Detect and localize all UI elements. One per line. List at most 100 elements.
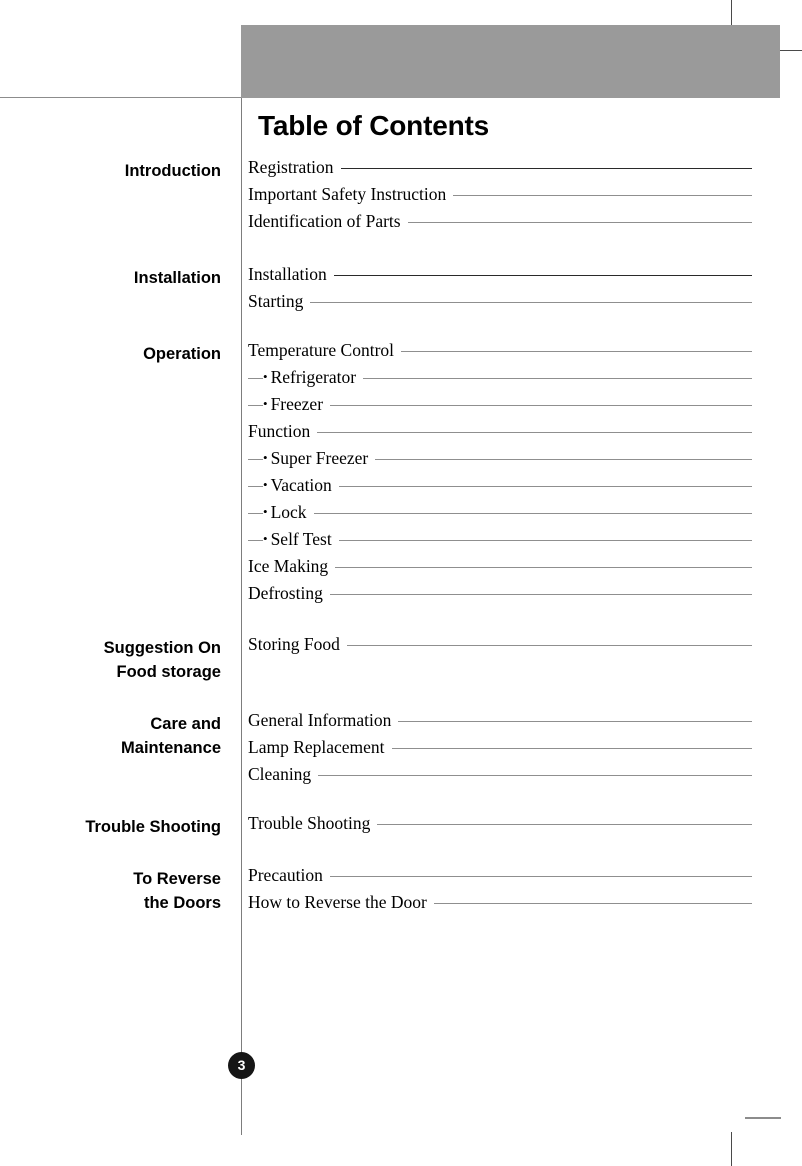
leader-line — [248, 567, 752, 568]
bullet-icon: • — [263, 477, 268, 492]
leader-line — [248, 645, 752, 646]
toc-entry-label[interactable]: • Freezer — [263, 392, 331, 416]
toc-entry[interactable]: Lamp Replacement22 — [248, 735, 802, 762]
toc-entry-text: Storing Food — [248, 634, 340, 654]
section-rail-line: Introduction — [124, 162, 221, 180]
toc-entry-text: Trouble Shooting — [248, 813, 371, 833]
toc-entry[interactable]: Storing Food21 — [248, 632, 802, 659]
toc-entry[interactable]: Important Safety Instruction4 — [248, 182, 802, 209]
section-rail-line: Trouble Shooting — [85, 818, 221, 836]
toc-entry-label[interactable]: Starting — [248, 289, 311, 313]
toc-entry-label[interactable]: • Vacation — [263, 473, 339, 497]
toc-entry[interactable]: •Refrigerator17 — [248, 365, 802, 392]
toc-entry-text: Lamp Replacement — [248, 737, 385, 757]
toc-entry-label[interactable]: Important Safety Instruction — [248, 182, 454, 206]
section-rail-line: Suggestion On — [103, 639, 221, 657]
leader-line — [248, 824, 752, 825]
toc-entry[interactable]: •Lock20 — [248, 500, 802, 527]
toc-entry[interactable]: Temperature Control17 — [248, 338, 802, 365]
crop-mark-bottom — [731, 1132, 732, 1166]
toc-entry-text: General Information — [248, 710, 392, 730]
toc-entry-label[interactable]: Registration — [248, 155, 341, 179]
toc-entry-text: Self Test — [270, 529, 332, 549]
leader-line — [248, 302, 752, 303]
crop-mark-left-rule — [0, 97, 241, 98]
toc-entry-text: Registration — [248, 157, 334, 177]
toc-entry-label[interactable]: • Refrigerator — [263, 365, 364, 389]
toc-entry[interactable]: Trouble Shooting24 — [248, 811, 802, 838]
toc-entry-label[interactable]: Ice Making — [248, 554, 336, 578]
toc-section: InstallationInstallation16Starting16 — [0, 262, 802, 316]
toc-entry[interactable]: Cleaning23 — [248, 762, 802, 789]
section-entries: Temperature Control17•Refrigerator17•Fre… — [231, 338, 802, 608]
bullet-icon: • — [263, 450, 268, 465]
leader-line — [248, 275, 752, 276]
toc-entry-label[interactable]: • Super Freezer — [263, 446, 376, 470]
leader-line — [248, 748, 752, 749]
toc-entry-text: Identification of Parts — [248, 211, 401, 231]
toc-entry[interactable]: Function19 — [248, 419, 802, 446]
toc-entry[interactable]: Ice Making20 — [248, 554, 802, 581]
page-number-badge: 3 — [228, 1052, 255, 1079]
toc-entry-text: Lock — [270, 502, 307, 522]
leader-line — [248, 195, 752, 196]
toc-entry[interactable]: General Information22 — [248, 708, 802, 735]
toc-entry-label[interactable]: Lamp Replacement — [248, 735, 392, 759]
toc-entry-label[interactable]: • Self Test — [263, 527, 339, 551]
toc-entry-label[interactable]: Defrosting — [248, 581, 330, 605]
toc-entry-label[interactable]: How to Reverse the Door — [248, 890, 434, 914]
toc-entry-text: Refrigerator — [270, 367, 357, 387]
toc-entry[interactable]: Identification of Parts15 — [248, 209, 802, 236]
section-rail-line: Care and — [150, 715, 221, 733]
toc-entry-text: Important Safety Instruction — [248, 184, 447, 204]
section-rail-label: Care and Maintenance — [0, 708, 231, 760]
table-of-contents: Introduction Registration4Important Safet… — [0, 155, 802, 917]
toc-entry-label[interactable]: • Lock — [263, 500, 314, 524]
bullet-icon: • — [263, 531, 268, 546]
section-rail-line: Installation — [133, 269, 221, 287]
leader-line — [248, 903, 752, 904]
toc-entry-label[interactable]: Installation — [248, 262, 334, 286]
toc-entry-text: Super Freezer — [270, 448, 369, 468]
toc-entry[interactable]: •Self Test20 — [248, 527, 802, 554]
section-rail-label: To Reverse the Doors — [0, 863, 231, 915]
toc-entry-label[interactable]: Identification of Parts — [248, 209, 408, 233]
section-rail-line: Food storage — [116, 663, 221, 681]
toc-entry[interactable]: How to Reverse the Door26 — [248, 890, 802, 917]
toc-entry-text: Function — [248, 421, 311, 441]
toc-entry-label[interactable]: General Information — [248, 708, 399, 732]
page-title: Table of Contents — [258, 110, 489, 141]
toc-entry[interactable]: Registration4 — [248, 155, 802, 182]
toc-entry[interactable]: Precaution26 — [248, 863, 802, 890]
toc-entry[interactable]: Starting16 — [248, 289, 802, 316]
section-rail-label: Suggestion On Food storage — [0, 632, 231, 684]
toc-section: Introduction Registration4Important Safet… — [0, 155, 802, 236]
bullet-icon: • — [263, 369, 268, 384]
section-rail-line: To Reverse — [133, 870, 221, 888]
toc-entry-label[interactable]: Cleaning — [248, 762, 319, 786]
section-entries: Trouble Shooting24 — [231, 811, 802, 838]
toc-entry-text: How to Reverse the Door — [248, 892, 427, 912]
toc-entry[interactable]: Installation16 — [248, 262, 802, 289]
toc-entry[interactable]: •Freezer17 — [248, 392, 802, 419]
toc-entry-text: Starting — [248, 291, 304, 311]
toc-entry-label[interactable]: Trouble Shooting — [248, 811, 378, 835]
crop-mark-top — [731, 0, 732, 26]
leader-line — [248, 351, 752, 352]
leader-line — [248, 486, 752, 487]
toc-entry-label[interactable]: Temperature Control — [248, 338, 402, 362]
bullet-icon: • — [263, 504, 268, 519]
toc-entry-label[interactable]: Storing Food — [248, 632, 347, 656]
toc-entry[interactable]: •Vacation19 — [248, 473, 802, 500]
toc-entry-label[interactable]: Precaution — [248, 863, 330, 887]
toc-entry-text: Temperature Control — [248, 340, 395, 360]
section-entries: Registration4Important Safety Instructio… — [231, 155, 802, 236]
toc-section: Care and Maintenance General Information22… — [0, 708, 802, 789]
leader-line — [248, 168, 752, 169]
toc-entry[interactable]: Defrosting20 — [248, 581, 802, 608]
toc-entry-label[interactable]: Function — [248, 419, 318, 443]
toc-section: To Reverse the Doors Precaution26How to Re… — [0, 863, 802, 917]
toc-entry[interactable]: •Super Freezer19 — [248, 446, 802, 473]
section-rail-label: Operation — [0, 338, 231, 366]
